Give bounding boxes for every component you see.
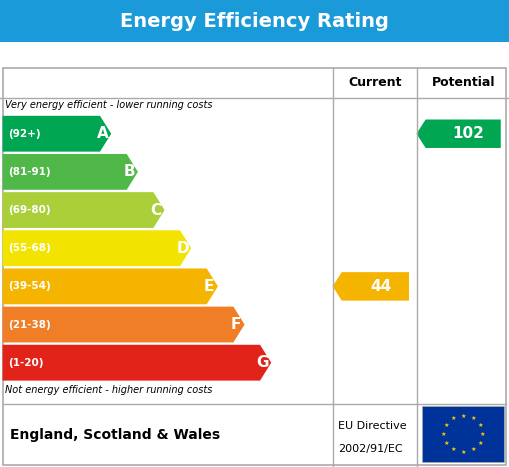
Polygon shape	[3, 116, 111, 152]
Polygon shape	[3, 192, 164, 228]
Polygon shape	[3, 269, 218, 304]
Text: D: D	[176, 241, 189, 256]
Text: ★: ★	[460, 450, 466, 455]
Polygon shape	[3, 307, 244, 342]
Text: E: E	[204, 279, 214, 294]
Polygon shape	[333, 272, 409, 301]
Text: (92+): (92+)	[8, 129, 40, 139]
Text: 44: 44	[370, 279, 391, 294]
Text: ★: ★	[441, 432, 446, 437]
Text: Potential: Potential	[432, 77, 495, 89]
Text: A: A	[97, 126, 108, 141]
Text: ★: ★	[460, 414, 466, 419]
Polygon shape	[3, 154, 138, 190]
Text: ★: ★	[470, 447, 476, 453]
Bar	[422, 406, 504, 462]
Text: Current: Current	[349, 77, 402, 89]
Text: (39-54): (39-54)	[8, 282, 50, 291]
Text: F: F	[231, 317, 241, 332]
Polygon shape	[3, 345, 271, 381]
Polygon shape	[3, 230, 191, 266]
Text: England, Scotland & Wales: England, Scotland & Wales	[10, 429, 220, 442]
Text: G: G	[257, 355, 269, 370]
Text: Very energy efficient - lower running costs: Very energy efficient - lower running co…	[5, 100, 213, 110]
Bar	[3, 68, 506, 465]
Text: B: B	[123, 164, 135, 179]
Text: ★: ★	[443, 441, 449, 446]
Text: ★: ★	[480, 432, 486, 437]
FancyBboxPatch shape	[0, 0, 509, 42]
Text: 102: 102	[453, 126, 484, 141]
Text: ★: ★	[470, 416, 476, 421]
Text: ★: ★	[477, 423, 483, 428]
Text: (55-68): (55-68)	[8, 243, 50, 253]
Text: EU Directive: EU Directive	[338, 421, 407, 431]
Text: C: C	[150, 203, 161, 218]
Text: (21-38): (21-38)	[8, 319, 50, 330]
Text: ★: ★	[443, 423, 449, 428]
Text: ★: ★	[477, 441, 483, 446]
Text: Not energy efficient - higher running costs: Not energy efficient - higher running co…	[5, 385, 212, 395]
Polygon shape	[416, 120, 501, 148]
Text: 2002/91/EC: 2002/91/EC	[338, 444, 403, 454]
Text: Energy Efficiency Rating: Energy Efficiency Rating	[120, 12, 389, 30]
Text: (69-80): (69-80)	[8, 205, 50, 215]
Text: (1-20): (1-20)	[8, 358, 43, 368]
Text: ★: ★	[450, 447, 456, 453]
Text: (81-91): (81-91)	[8, 167, 50, 177]
Text: ★: ★	[450, 416, 456, 421]
